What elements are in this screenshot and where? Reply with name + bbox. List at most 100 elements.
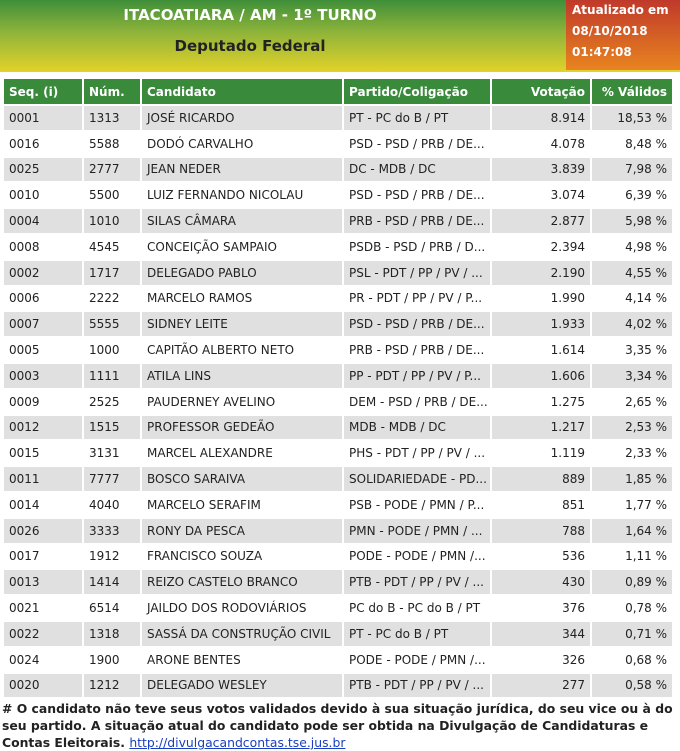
table-cell: 0005 (2, 336, 84, 364)
table-cell: 1000 (82, 336, 142, 364)
column-header[interactable]: Votação (490, 79, 592, 106)
table-cell: 0011 (2, 465, 84, 493)
table-row: 0010 5500 LUIZ FERNANDO NICOLAU PSD - PSD /… (2, 181, 674, 210)
updated-line: 08/10/2018 (572, 24, 648, 38)
table-row: 0024 1900 ARONE BENTES PODE - PODE / PMN /.… (2, 645, 674, 674)
table-cell: 0004 (2, 207, 84, 235)
table-cell: 1.933 (490, 310, 592, 339)
table-row: 0015 3131 MARCEL ALEXANDRE PHS - PDT / PP /… (2, 439, 674, 468)
table-cell: 1,85 % (590, 465, 674, 493)
table-cell: 1.275 (490, 387, 592, 416)
table-cell: 4,02 % (590, 310, 674, 339)
table-cell: 4,14 % (590, 284, 674, 313)
table-cell: 3333 (82, 516, 142, 545)
table-row: 0008 4545 CONCEIÇÃO SAMPAIO PSDB - PSD / PR… (2, 232, 674, 261)
table-cell: SIDNEY LEITE (140, 310, 344, 339)
table-cell: 1212 (82, 671, 142, 700)
updated-line: 01:47:08 (572, 45, 632, 59)
table-cell: SOLIDARIEDADE - PD... (342, 465, 492, 493)
table-cell: CONCEIÇÃO SAMPAIO (140, 232, 344, 261)
table-cell: 376 (490, 594, 592, 622)
table-cell: PTB - PDT / PP / PV / ... (342, 671, 492, 700)
table-cell: 2,65 % (590, 387, 674, 416)
table-row: 0002 1717 DELEGADO PABLO PSL - PDT / PP / P… (2, 258, 674, 287)
table-cell: MDB - MDB / DC (342, 413, 492, 442)
column-header[interactable]: Núm. (82, 79, 142, 106)
table-row: 0005 1000 CAPITÃO ALBERTO NETO PRB - PSD / … (2, 336, 674, 364)
table-cell: PSB - PODE / PMN / P... (342, 490, 492, 519)
footer-text: # O candidato não teve seus votos valida… (2, 701, 673, 750)
table-cell: 277 (490, 671, 592, 700)
table-cell: 7,98 % (590, 155, 674, 184)
column-header[interactable]: % Válidos (590, 79, 674, 106)
table-row: 0009 2525 PAUDERNEY AVELINO DEM - PSD / PRB… (2, 387, 674, 416)
table-cell: 430 (490, 568, 592, 597)
table-cell: ARONE BENTES (140, 645, 344, 674)
table-cell: 0024 (2, 645, 84, 674)
title: ITACOATIARA / AM - 1º TURNO (123, 6, 377, 24)
table-cell: PTB - PDT / PP / PV / ... (342, 568, 492, 597)
table-cell: 1.119 (490, 439, 592, 468)
updated-box: Atualizado em 08/10/2018 01:47:08 (566, 0, 680, 70)
table-cell: 4,98 % (590, 232, 674, 261)
column-header[interactable]: Partido/Coligação (342, 79, 492, 106)
table-cell: 344 (490, 619, 592, 648)
table-cell: 3.839 (490, 155, 592, 184)
table-cell: 3,34 % (590, 361, 674, 390)
table-cell: ATILA LINS (140, 361, 344, 390)
table-cell: 2,33 % (590, 439, 674, 468)
header-row: Seq. (i) Núm. Candidato Partido/Coligação Vo… (2, 79, 674, 106)
table-cell: 0006 (2, 284, 84, 313)
table-cell: 4.078 (490, 129, 592, 158)
table-cell: 5,98 % (590, 207, 674, 235)
table-cell: DELEGADO WESLEY (140, 671, 344, 700)
table-cell: 1900 (82, 645, 142, 674)
column-header[interactable]: Candidato (140, 79, 344, 106)
table-cell: BOSCO SARAIVA (140, 465, 344, 493)
updated-line: Atualizado em (572, 3, 669, 17)
table-cell: 2222 (82, 284, 142, 313)
table-cell: 1.990 (490, 284, 592, 313)
table-cell: 3131 (82, 439, 142, 468)
table-cell: 4040 (82, 490, 142, 519)
column-header[interactable]: Seq. (i) (2, 79, 84, 106)
table-cell: REIZO CASTELO BRANCO (140, 568, 344, 597)
table-cell: 5588 (82, 129, 142, 158)
table-cell: PSD - PSD / PRB / DE... (342, 181, 492, 210)
table-cell: JEAN NEDER (140, 155, 344, 184)
table-cell: MARCEL ALEXANDRE (140, 439, 344, 468)
table-cell: PSDB - PSD / PRB / D... (342, 232, 492, 261)
table-cell: PT - PC do B / PT (342, 104, 492, 132)
table-cell: DEM - PSD / PRB / DE... (342, 387, 492, 416)
table-cell: 2777 (82, 155, 142, 184)
table-cell: 2,53 % (590, 413, 674, 442)
table-row: 0014 4040 MARCELO SERAFIM PSB - PODE / PMN … (2, 490, 674, 519)
table-cell: 1313 (82, 104, 142, 132)
table-cell: 1717 (82, 258, 142, 287)
table-cell: 851 (490, 490, 592, 519)
table-cell: 1010 (82, 207, 142, 235)
table-row: 0003 1111 ATILA LINS PP - PDT / PP / PV / P… (2, 361, 674, 390)
table-cell: 2525 (82, 387, 142, 416)
table-cell: 1912 (82, 542, 142, 571)
table-cell: 1318 (82, 619, 142, 648)
table-cell: 0008 (2, 232, 84, 261)
table-cell: 5500 (82, 181, 142, 210)
table-row: 0013 1414 REIZO CASTELO BRANCO PTB - PDT / … (2, 568, 674, 597)
table-cell: 5555 (82, 310, 142, 339)
table-row: 0016 5588 DODÓ CARVALHO PSD - PSD / PRB / D… (2, 129, 674, 158)
table-cell: MARCELO RAMOS (140, 284, 344, 313)
table-cell: 0013 (2, 568, 84, 597)
subtitle: Deputado Federal (174, 37, 326, 55)
table-cell: 2.877 (490, 207, 592, 235)
table-cell: 0007 (2, 310, 84, 339)
table-cell: 3,35 % (590, 336, 674, 364)
table-row: 0026 3333 RONY DA PESCA PMN - PODE / PMN / … (2, 516, 674, 545)
footer-link[interactable]: http://divulgacandcontas.tse.jus.br (129, 735, 346, 750)
table-cell: PRB - PSD / PRB / DE... (342, 207, 492, 235)
table-row: 0006 2222 MARCELO RAMOS PR - PDT / PP / PV … (2, 284, 674, 313)
table-cell: PRB - PSD / PRB / DE... (342, 336, 492, 364)
table-cell: 0022 (2, 619, 84, 648)
table-row: 0007 5555 SIDNEY LEITE PSD - PSD / PRB / DE… (2, 310, 674, 339)
table-cell: 1515 (82, 413, 142, 442)
